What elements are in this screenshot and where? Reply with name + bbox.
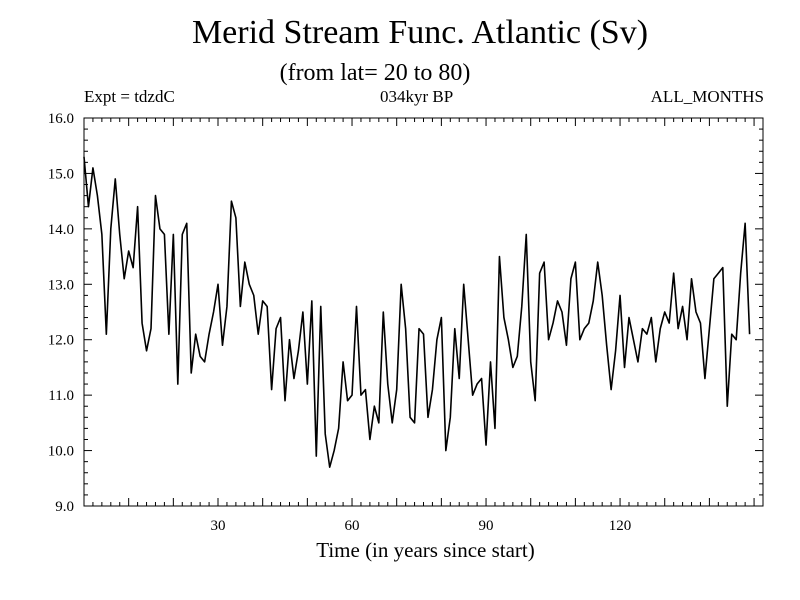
y-tick-label: 12.0 bbox=[48, 333, 74, 349]
y-tick-label: 14.0 bbox=[48, 222, 74, 238]
x-axis-label: Time (in years since start) bbox=[316, 538, 535, 562]
plot-frame bbox=[83, 117, 764, 507]
y-tick-label: 11.0 bbox=[48, 388, 74, 404]
months-label: ALL_MONTHS bbox=[650, 87, 764, 106]
x-tick-label: 90 bbox=[479, 518, 494, 534]
x-tick-label: 30 bbox=[211, 518, 226, 534]
chart-title: Merid Stream Func. Atlantic (Sv) bbox=[191, 14, 649, 51]
y-tick-label: 13.0 bbox=[48, 277, 74, 293]
period-label: 034kyr BP bbox=[380, 87, 454, 106]
y-tick-label: 16.0 bbox=[48, 111, 74, 127]
y-tick-label: 15.0 bbox=[48, 166, 74, 182]
x-tick-label: 60 bbox=[345, 518, 360, 534]
y-tick-label: 10.0 bbox=[48, 444, 74, 460]
series-line bbox=[83, 156, 751, 469]
chart-subtitle: (from lat= 20 to 80) bbox=[279, 60, 471, 86]
x-tick-label: 120 bbox=[609, 518, 632, 534]
experiment-label: Expt = tdzdC bbox=[84, 87, 175, 106]
y-tick-label: 9.0 bbox=[55, 499, 74, 515]
